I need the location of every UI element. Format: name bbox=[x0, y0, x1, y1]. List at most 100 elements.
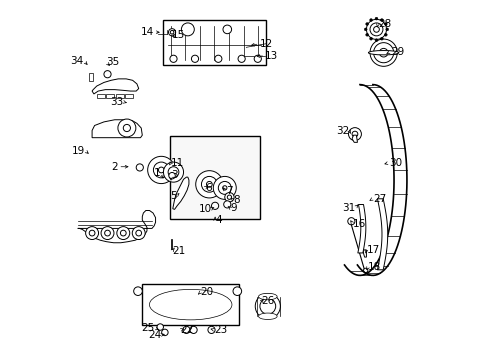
Text: 4: 4 bbox=[215, 215, 221, 225]
Circle shape bbox=[374, 39, 377, 41]
Circle shape bbox=[169, 55, 177, 62]
Circle shape bbox=[373, 27, 379, 32]
Text: 31: 31 bbox=[341, 203, 354, 213]
Text: 17: 17 bbox=[366, 245, 379, 255]
Circle shape bbox=[254, 55, 261, 62]
Circle shape bbox=[255, 294, 280, 319]
Circle shape bbox=[158, 167, 164, 173]
Circle shape bbox=[369, 39, 396, 66]
Bar bbox=[142, 284, 239, 325]
Circle shape bbox=[380, 37, 383, 40]
Circle shape bbox=[132, 226, 145, 239]
Circle shape bbox=[157, 324, 163, 330]
Circle shape bbox=[89, 230, 95, 236]
Text: 26: 26 bbox=[261, 296, 274, 306]
Text: 5: 5 bbox=[169, 191, 176, 201]
Text: 21: 21 bbox=[172, 246, 185, 256]
Circle shape bbox=[211, 202, 218, 210]
Text: 33: 33 bbox=[110, 97, 123, 107]
Text: 34: 34 bbox=[70, 56, 83, 66]
Circle shape bbox=[224, 193, 234, 202]
Circle shape bbox=[384, 23, 386, 26]
Text: 16: 16 bbox=[352, 219, 366, 229]
Text: 3: 3 bbox=[171, 170, 177, 180]
Text: 15: 15 bbox=[172, 30, 185, 40]
Circle shape bbox=[348, 128, 361, 140]
Circle shape bbox=[223, 25, 231, 34]
Text: 18: 18 bbox=[367, 262, 381, 272]
Ellipse shape bbox=[258, 313, 277, 319]
Polygon shape bbox=[351, 135, 357, 142]
Circle shape bbox=[104, 230, 110, 236]
Circle shape bbox=[384, 33, 386, 36]
Circle shape bbox=[260, 298, 275, 314]
Polygon shape bbox=[78, 211, 155, 243]
Circle shape bbox=[207, 326, 215, 333]
Text: 11: 11 bbox=[171, 158, 184, 168]
Circle shape bbox=[369, 19, 372, 22]
Text: 14: 14 bbox=[141, 27, 154, 37]
Circle shape bbox=[347, 218, 354, 225]
Circle shape bbox=[133, 287, 142, 296]
Text: 25: 25 bbox=[141, 323, 154, 333]
Circle shape bbox=[195, 171, 223, 198]
Circle shape bbox=[223, 201, 230, 208]
Circle shape bbox=[206, 181, 212, 187]
Circle shape bbox=[136, 230, 142, 236]
Polygon shape bbox=[92, 79, 139, 94]
Text: 35: 35 bbox=[106, 57, 120, 67]
Text: 30: 30 bbox=[388, 158, 401, 168]
Circle shape bbox=[365, 33, 368, 36]
Text: 23: 23 bbox=[214, 325, 227, 335]
Circle shape bbox=[374, 17, 377, 20]
Circle shape bbox=[369, 37, 372, 40]
Text: 1: 1 bbox=[153, 168, 160, 178]
Text: 20: 20 bbox=[201, 287, 213, 297]
Text: 24: 24 bbox=[148, 330, 161, 340]
Text: 29: 29 bbox=[390, 46, 403, 57]
Bar bbox=[88, 73, 93, 81]
Circle shape bbox=[201, 176, 217, 192]
Text: 22: 22 bbox=[180, 325, 194, 335]
Text: 2: 2 bbox=[111, 162, 118, 172]
Circle shape bbox=[218, 181, 231, 194]
Circle shape bbox=[85, 226, 99, 239]
Circle shape bbox=[153, 162, 169, 178]
Circle shape bbox=[227, 195, 231, 199]
Circle shape bbox=[365, 23, 368, 26]
Circle shape bbox=[168, 172, 175, 179]
Circle shape bbox=[118, 119, 136, 137]
Circle shape bbox=[373, 42, 393, 63]
Circle shape bbox=[380, 19, 383, 22]
Bar bbox=[169, 136, 260, 220]
Bar bbox=[163, 21, 265, 65]
Circle shape bbox=[120, 230, 126, 236]
Ellipse shape bbox=[149, 289, 231, 320]
Circle shape bbox=[369, 23, 382, 36]
Circle shape bbox=[181, 23, 194, 36]
Polygon shape bbox=[97, 94, 104, 98]
Ellipse shape bbox=[258, 293, 277, 300]
Text: 9: 9 bbox=[230, 203, 236, 213]
Circle shape bbox=[168, 29, 175, 36]
Circle shape bbox=[213, 176, 236, 199]
Text: 28: 28 bbox=[377, 19, 390, 29]
Text: 7: 7 bbox=[225, 186, 232, 197]
Circle shape bbox=[233, 287, 241, 296]
Circle shape bbox=[191, 55, 198, 62]
Text: 19: 19 bbox=[72, 145, 85, 156]
Circle shape bbox=[101, 226, 114, 239]
Circle shape bbox=[190, 326, 197, 333]
Text: 12: 12 bbox=[259, 39, 272, 49]
Circle shape bbox=[162, 329, 168, 336]
Circle shape bbox=[351, 131, 357, 137]
Circle shape bbox=[214, 55, 222, 62]
Text: 32: 32 bbox=[335, 126, 348, 135]
Bar bbox=[171, 239, 172, 249]
Circle shape bbox=[104, 71, 111, 78]
Circle shape bbox=[183, 326, 190, 333]
Polygon shape bbox=[363, 250, 366, 257]
Circle shape bbox=[385, 28, 388, 31]
Circle shape bbox=[364, 28, 366, 31]
Circle shape bbox=[117, 226, 129, 239]
